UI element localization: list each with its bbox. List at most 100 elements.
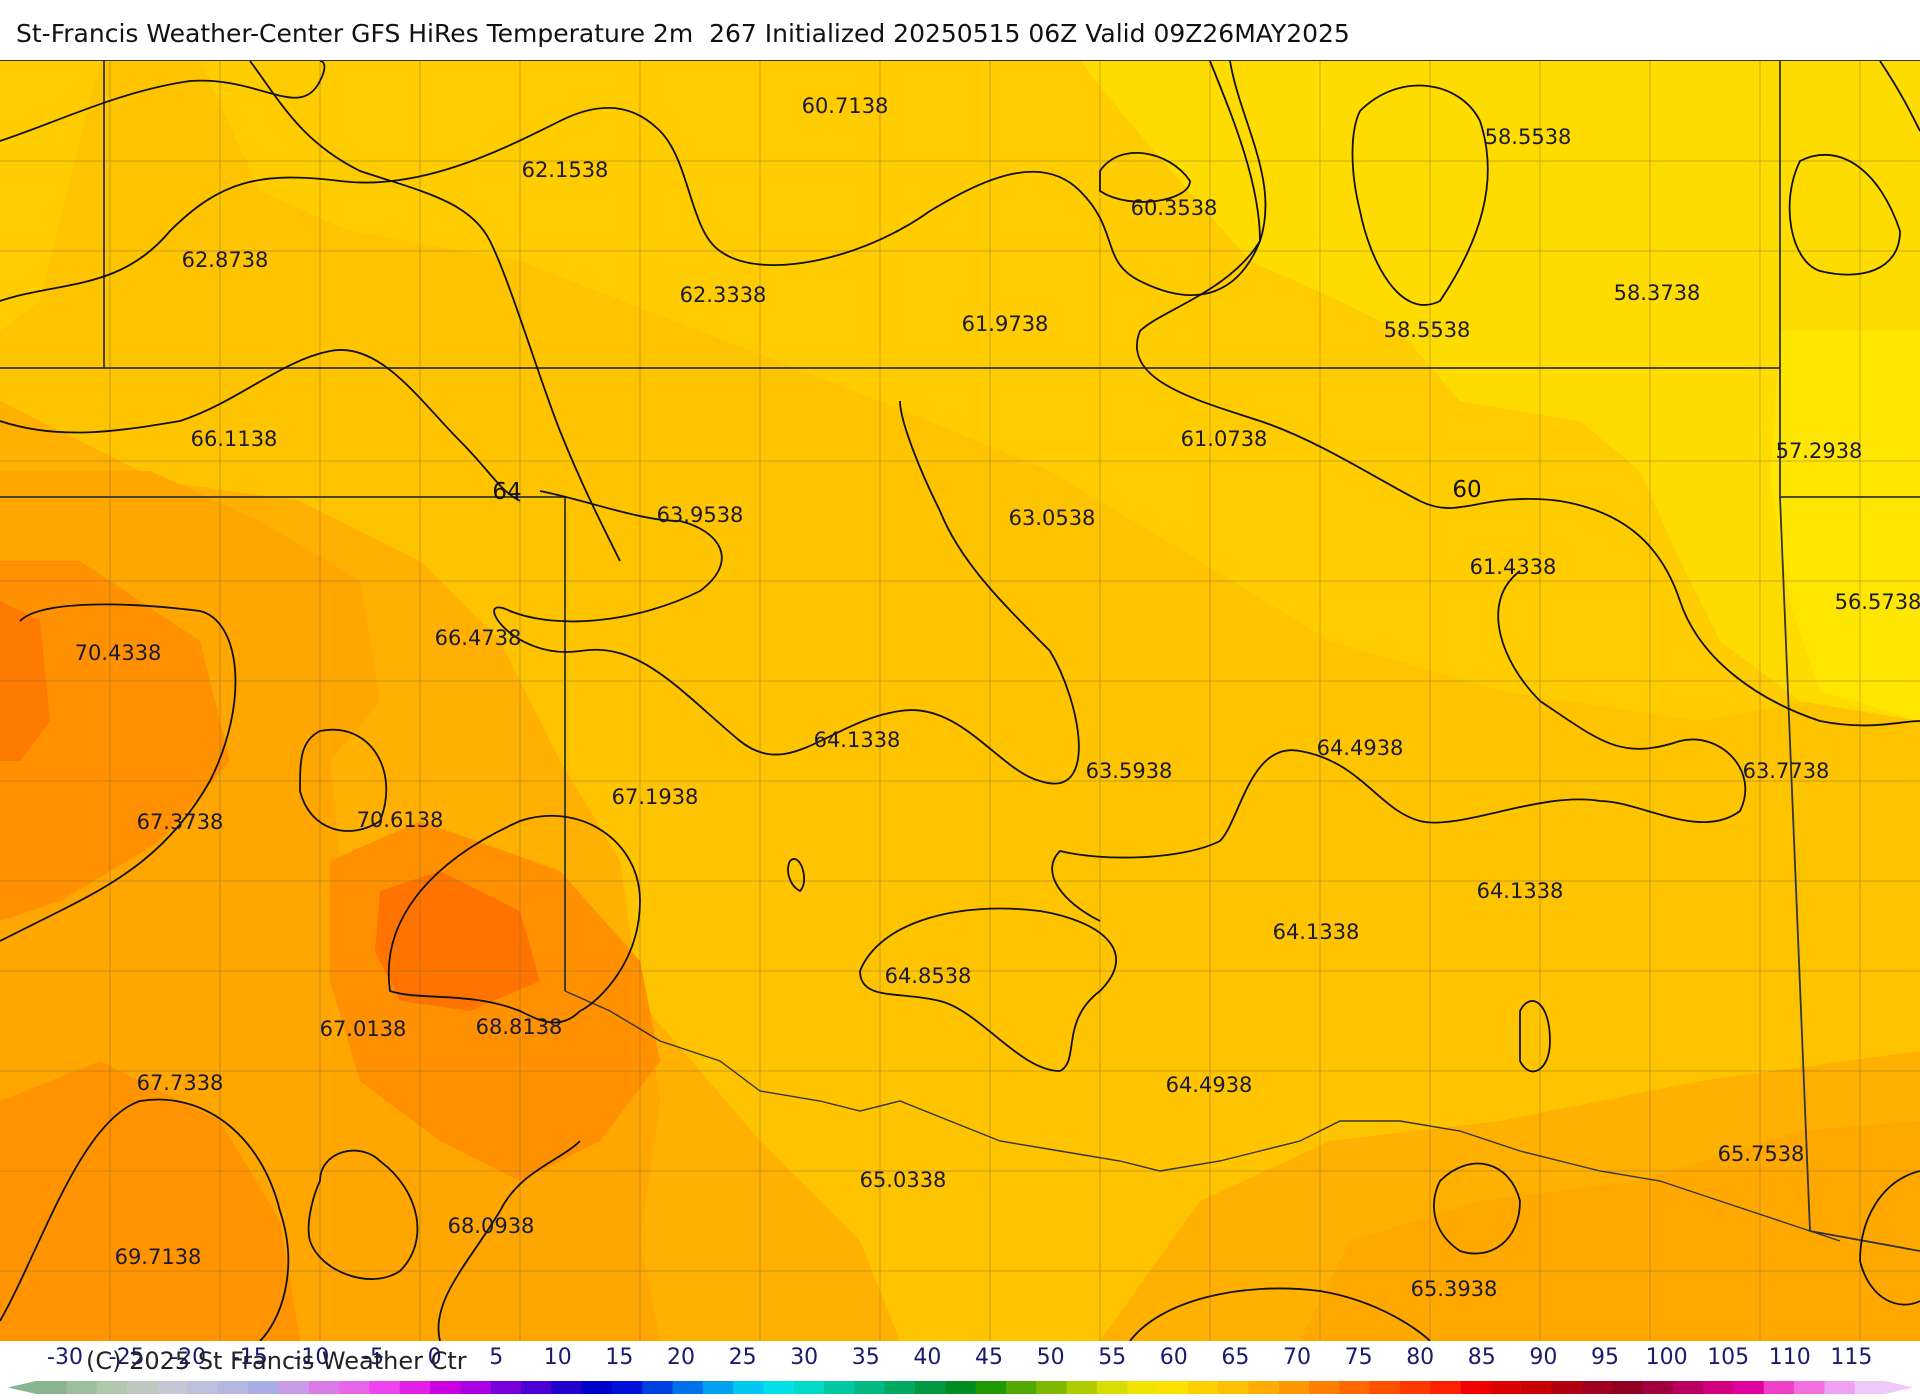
grid-point-value: 58.5538 [1384, 318, 1471, 342]
colorbar-tick-label: 100 [1646, 1345, 1688, 1370]
fill-55-60 [1080, 61, 1920, 721]
temperature-map-canvas: 64 60 60.7138 58.5538 62.1538 60.3538 62.8738… [0, 61, 1920, 1341]
colorbar-swatch [672, 1381, 704, 1394]
colorbar-tick-label: 95 [1591, 1345, 1619, 1370]
colorbar-tick-label: 45 [975, 1345, 1003, 1370]
grid-point-value: 70.6138 [357, 808, 444, 832]
colorbar-tick-label: 20 [667, 1345, 695, 1370]
colorbar-swatch [793, 1381, 825, 1394]
colorbar-swatch [1066, 1381, 1098, 1394]
colorbar-tick-label: -15 [232, 1345, 268, 1370]
grid-point-value: 66.1138 [191, 427, 278, 451]
colorbar-tick-label: 85 [1468, 1345, 1496, 1370]
map-title: St-Francis Weather-Center GFS HiRes Temp… [16, 19, 1350, 48]
colorbar-swatch [96, 1381, 128, 1394]
colorbar-swatch [1642, 1381, 1674, 1394]
colorbar-swatch [1157, 1381, 1189, 1394]
colorbar-swatches [8, 1381, 1913, 1394]
isotherm-58-loop [1788, 153, 1901, 276]
colorbar-tick-label: 35 [852, 1345, 880, 1370]
grid-point-value: 63.0538 [1009, 506, 1096, 530]
colorbar-swatch [460, 1381, 492, 1394]
grid-point-value: 60.3538 [1131, 196, 1218, 220]
colorbar-swatch [1036, 1381, 1068, 1394]
grid-point-value: 67.3738 [137, 810, 224, 834]
isotherm-62-north [0, 61, 326, 142]
colorbar-swatch [520, 1381, 552, 1394]
colorbar-swatch [1309, 1381, 1340, 1394]
grid-point-value: 64.1338 [1273, 920, 1360, 944]
grid-point-value: 67.7338 [137, 1071, 224, 1095]
isotherm-60-small [1099, 151, 1191, 203]
colorbar-swatch [399, 1381, 431, 1394]
temperature-map[interactable]: 64 60 60.7138 58.5538 62.1538 60.3538 62.8738… [0, 60, 1920, 1341]
grid-point-value: 64.1338 [814, 728, 901, 752]
grid-point-value: 56.5738 [1835, 590, 1920, 614]
colorbar-tick-label: 105 [1707, 1345, 1749, 1370]
colorbar-tick-label: 115 [1830, 1345, 1872, 1370]
isotherm-68-south [307, 1149, 419, 1280]
colorbar-swatch [1612, 1381, 1644, 1394]
colorbar-swatch [339, 1381, 370, 1394]
colorbar-low-arrow [8, 1381, 36, 1394]
grid-point-value: 65.7538 [1718, 1142, 1805, 1166]
colorbar-swatch [1703, 1381, 1734, 1394]
colorbar-swatch [1248, 1381, 1280, 1394]
colorbar-swatch [1521, 1381, 1553, 1394]
colorbar-swatch [945, 1381, 977, 1394]
colorbar-swatch [1218, 1381, 1249, 1394]
grid-point-value: 63.9538 [657, 503, 744, 527]
copyright-text: (C) 2025 St Francis Weather Ctr [86, 1347, 467, 1375]
colorbar-swatch [1400, 1381, 1431, 1394]
grid-point-values: 60.7138 58.5538 62.1538 60.3538 62.8738 62.33… [75, 94, 1920, 1301]
isotherm-66-west [0, 603, 237, 942]
colorbar-swatch [611, 1381, 643, 1394]
colorbar-swatch [217, 1381, 249, 1394]
colorbar-tick-label: 65 [1221, 1345, 1249, 1370]
colorbar-swatch [430, 1381, 461, 1394]
colorbar-swatch [702, 1381, 734, 1394]
colorbar-tick-label: 55 [1098, 1345, 1126, 1370]
colorbar-tick-label: 110 [1769, 1345, 1811, 1370]
grid-point-value: 58.5538 [1485, 125, 1572, 149]
colorbar-swatch [975, 1381, 1007, 1394]
colorbar-swatch [1460, 1381, 1492, 1394]
isotherm-contours [0, 61, 1920, 1341]
isotherm-66-far-east [1879, 61, 1920, 132]
grid-point-value: 68.0938 [448, 1214, 535, 1238]
colorbar-swatch [551, 1381, 583, 1394]
colorbar-swatch [581, 1381, 613, 1394]
colorbar-swatch [1581, 1381, 1613, 1394]
colorbar-swatch [278, 1381, 310, 1394]
colorbar-swatch [1096, 1381, 1128, 1394]
colorbar-tick-label: 70 [1283, 1345, 1311, 1370]
isotherm-64 [493, 400, 1080, 785]
colorbar-tick-label: 15 [605, 1345, 633, 1370]
colorbar-tick-labels: -30 -25 -20 -15 -10 -5 0 5 10 15 20 25 30 35 40 45 50 55 6… [47, 1345, 1872, 1370]
fill-75-80-center [375, 871, 540, 1011]
colorbar-tick-label: -5 [362, 1345, 384, 1370]
grid-point-value: 61.9738 [962, 312, 1049, 336]
grid-point-value: 61.0738 [1181, 427, 1268, 451]
colorbar-swatch [733, 1381, 764, 1394]
grid-point-value: 68.8138 [476, 1015, 563, 1039]
colorbar-tick-label: 25 [729, 1345, 757, 1370]
isotherm-64-southcenter [1129, 1287, 1431, 1341]
colorbar-swatch [1854, 1381, 1886, 1394]
colorbar-swatch [1369, 1381, 1401, 1394]
isotherm-label: 60 [1452, 477, 1481, 503]
colorbar-tick-label: 30 [790, 1345, 818, 1370]
colorbar-tick-label: 90 [1529, 1345, 1557, 1370]
colorbar-swatch [1278, 1381, 1310, 1394]
county-lines-horizontal [0, 160, 1920, 1272]
isotherm-60-north-loop [1351, 84, 1489, 306]
grid-point-value: 64.1338 [1477, 879, 1564, 903]
colorbar-swatch [824, 1381, 855, 1394]
colorbar-swatch [884, 1381, 916, 1394]
isotherm-68 [387, 815, 641, 1024]
isotherm-64-east [1051, 570, 1747, 922]
colorbar-tick-label: 0 [428, 1345, 442, 1370]
grid-point-value: 62.3338 [680, 283, 767, 307]
colorbar-swatch [157, 1381, 189, 1394]
grid-point-value: 57.2938 [1776, 439, 1863, 463]
